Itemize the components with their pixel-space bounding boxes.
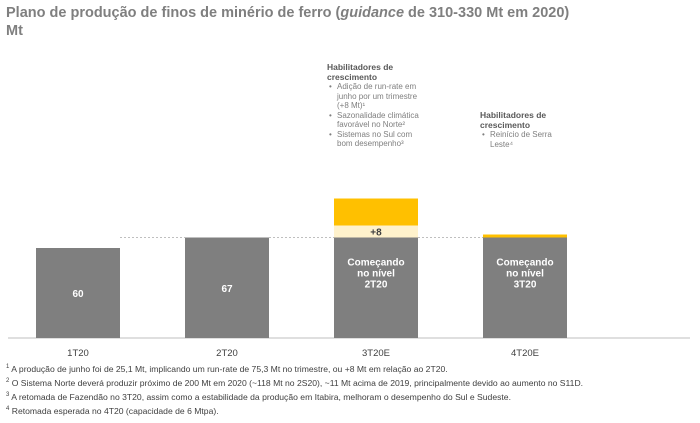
- x-tick-label-4T20E: 4T20E: [511, 348, 539, 359]
- bar-label-3T20E: Começando: [347, 258, 404, 269]
- annotation-heading: Habilitadores de crescimento: [327, 62, 394, 82]
- increment-label: +8: [370, 228, 382, 239]
- bar-3T20E-segment-1: [334, 225, 418, 238]
- annotation-item: Sistemas no Sul com bom desempenho³: [329, 130, 427, 149]
- footnote-2: 2 O Sistema Norte deverá produzir próxim…: [6, 377, 584, 388]
- x-tick-label-2T20: 2T20: [216, 348, 238, 359]
- footnote-3: 3 A retomada de Fazendão no 3T20, assim …: [6, 391, 511, 402]
- bar-label-3T20E: no nível: [357, 269, 395, 280]
- bar-label-3T20E: 2T20: [365, 280, 388, 291]
- footnote-4: 4 Retomada esperada no 4T20 (capacidade …: [6, 405, 219, 416]
- annotation-heading: Habilitadores de crescimento: [480, 110, 547, 130]
- bar-label-4T20E: 3T20: [514, 280, 537, 291]
- annotation-3t20: Habilitadores de crescimento Adição de r…: [327, 62, 427, 149]
- chart-title: Plano de produção de finos de minério de…: [6, 5, 570, 39]
- annotation-4t20: Habilitadores de crescimento Reinício de…: [480, 110, 575, 149]
- bar-1T20-segment-0: [36, 248, 120, 338]
- bar-label-2T20: 67: [221, 284, 233, 295]
- bar-label-1T20: 60: [72, 289, 84, 300]
- x-tick-label-1T20: 1T20: [67, 348, 89, 359]
- footnotes: 1 A produção de junho foi de 25,1 Mt, im…: [6, 361, 696, 416]
- bar-4T20E-segment-2: [483, 234, 567, 238]
- bar-2T20-segment-0: [185, 237, 269, 338]
- annotation-item: Reinício de Serra Leste⁴: [482, 130, 575, 149]
- bar-4T20E-segment-0: [483, 237, 567, 338]
- footnote-1: 1 A produção de junho foi de 25,1 Mt, im…: [6, 363, 448, 374]
- bar-label-4T20E: Começando: [496, 258, 553, 269]
- annotation-item: Sazonalidade climática favorável no Nort…: [329, 111, 427, 130]
- bar-3T20E-segment-0: [334, 237, 418, 338]
- annotation-item: Adição de run-rate em junho por um trime…: [329, 82, 427, 111]
- bar-label-4T20E: no nível: [506, 269, 544, 280]
- x-tick-label-3T20E: 3T20E: [362, 348, 390, 359]
- bar-3T20E-segment-2: [334, 198, 418, 226]
